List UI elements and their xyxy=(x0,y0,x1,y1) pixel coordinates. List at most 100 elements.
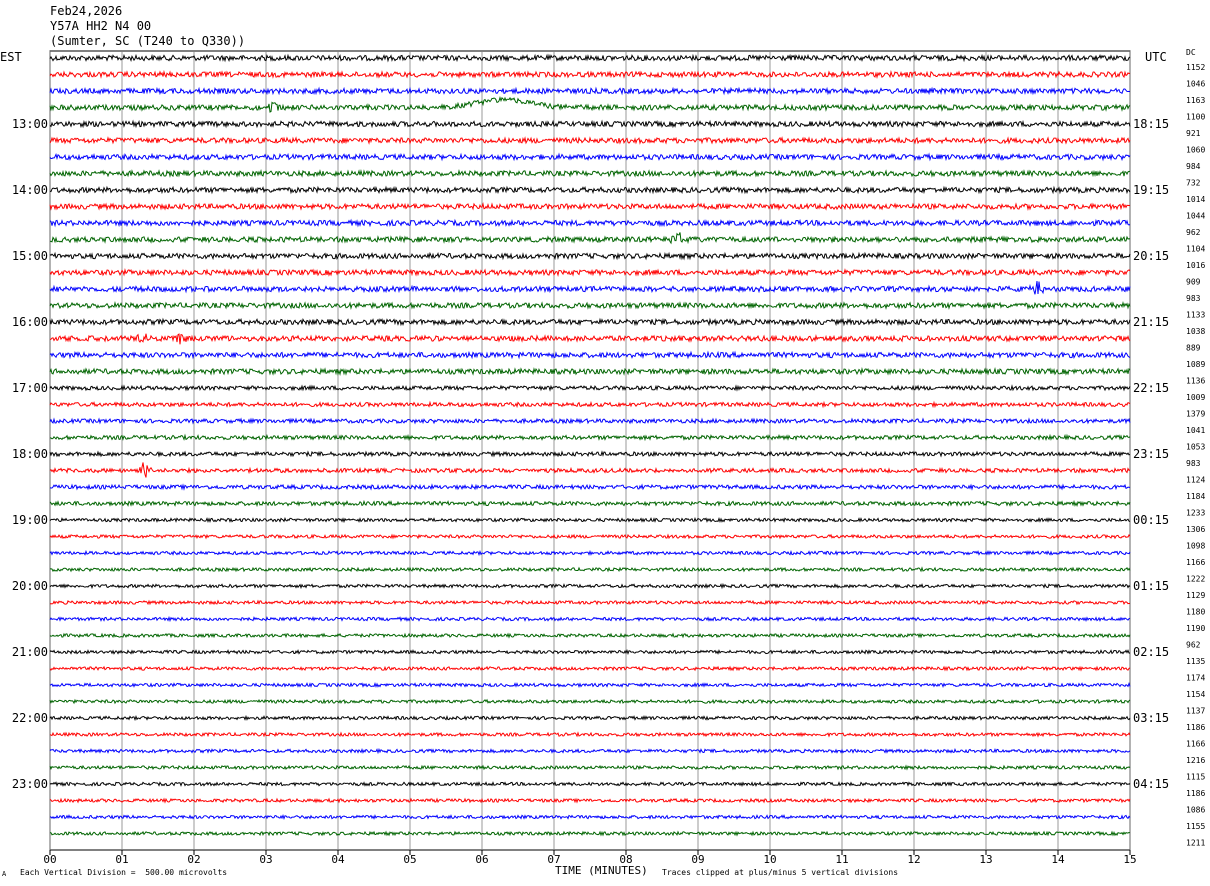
dc-offset-value: 983 xyxy=(1186,459,1201,468)
utc-timezone-label: UTC xyxy=(1145,50,1167,64)
dc-offset-value: 1186 xyxy=(1186,723,1205,732)
seismic-trace xyxy=(49,499,1131,508)
est-hour-label: 15:00 xyxy=(12,249,48,263)
est-hour-label: 23:00 xyxy=(12,777,48,791)
seismic-trace xyxy=(49,218,1131,228)
seismic-trace xyxy=(49,615,1131,623)
seismic-trace xyxy=(49,781,1131,788)
est-hour-label: 22:00 xyxy=(12,711,48,725)
dc-offset-value: 1174 xyxy=(1186,674,1205,683)
dc-offset-value: 1100 xyxy=(1186,113,1205,122)
seismic-trace xyxy=(49,384,1131,392)
seismic-trace xyxy=(49,169,1130,178)
est-hour-label: 16:00 xyxy=(12,315,48,329)
x-tick-label: 08 xyxy=(619,853,632,866)
dc-offset-value: 1190 xyxy=(1186,624,1205,633)
dc-offset-value: 1233 xyxy=(1186,509,1205,518)
est-hour-label: 13:00 xyxy=(12,117,48,131)
utc-hour-label: 20:15 xyxy=(1133,249,1169,263)
seismic-trace xyxy=(49,830,1131,837)
dc-offset-value: 1379 xyxy=(1186,410,1205,419)
x-tick-label: 09 xyxy=(691,853,704,866)
dc-offset-value: 1211 xyxy=(1186,839,1205,848)
seismic-trace xyxy=(49,747,1131,755)
seismic-trace xyxy=(49,483,1131,491)
seismic-trace xyxy=(49,764,1131,771)
dc-offset-value: 1166 xyxy=(1186,558,1205,567)
dc-offset-value: 1086 xyxy=(1186,806,1205,815)
x-axis-title: TIME (MINUTES) xyxy=(555,864,648,877)
est-hour-label: 20:00 xyxy=(12,579,48,593)
utc-hour-label: 22:15 xyxy=(1133,381,1169,395)
dc-offset-value: 983 xyxy=(1186,294,1201,303)
seismic-trace xyxy=(49,400,1131,409)
dc-offset-value: 1216 xyxy=(1186,756,1205,765)
dc-offset-value: 962 xyxy=(1186,641,1201,650)
x-tick-label: 15 xyxy=(1123,853,1136,866)
dc-offset-value: 1152 xyxy=(1186,63,1205,72)
seismic-trace xyxy=(49,797,1131,804)
seismic-trace xyxy=(49,599,1131,606)
utc-hour-label: 23:15 xyxy=(1133,447,1169,461)
dc-offset-value: 1306 xyxy=(1186,525,1205,534)
dc-offset-value: 984 xyxy=(1186,162,1201,171)
seismic-trace xyxy=(49,86,1131,96)
dc-offset-value: 1137 xyxy=(1186,707,1205,716)
x-tick-label: 04 xyxy=(331,853,345,866)
x-tick-label: 11 xyxy=(835,853,848,866)
seismic-trace xyxy=(49,681,1131,689)
seismic-trace xyxy=(49,267,1131,277)
dc-offset-value: 1222 xyxy=(1186,575,1205,584)
vertical-scale-note: Each Vertical Division = 500.00 microvol… xyxy=(20,868,228,877)
seismic-trace xyxy=(49,649,1131,656)
utc-hour-label: 04:15 xyxy=(1133,777,1169,791)
x-tick-label: 06 xyxy=(475,853,488,866)
dc-offset-value: 1124 xyxy=(1186,476,1205,485)
dc-offset-value: 1009 xyxy=(1186,393,1205,402)
seismic-trace xyxy=(49,53,1131,63)
dc-offset-value: 1184 xyxy=(1186,492,1205,501)
seismic-trace xyxy=(49,317,1131,327)
seismic-trace xyxy=(49,533,1131,540)
dc-offset-value: 1136 xyxy=(1186,377,1205,386)
seismic-trace xyxy=(49,301,1131,310)
dc-offset-value: 1089 xyxy=(1186,360,1205,369)
seismic-trace xyxy=(49,152,1131,162)
clip-note: Traces clipped at plus/minus 5 vertical … xyxy=(662,868,899,877)
seismic-trace xyxy=(49,549,1131,557)
dc-offset-value: 909 xyxy=(1186,278,1201,287)
seismic-trace xyxy=(49,333,1131,345)
station-location: (Sumter, SC (T240 to Q330)) xyxy=(50,34,246,48)
dc-offset-value: 889 xyxy=(1186,344,1201,353)
est-hour-label: 14:00 xyxy=(12,183,48,197)
seismic-trace xyxy=(49,632,1131,639)
dc-offset-value: 1180 xyxy=(1186,608,1205,617)
seismic-trace xyxy=(49,95,1131,113)
x-tick-label: 14 xyxy=(1051,853,1065,866)
seismic-trace xyxy=(49,69,1131,79)
est-timezone-label: EST xyxy=(0,50,22,64)
x-tick-label: 10 xyxy=(763,853,776,866)
seismic-trace xyxy=(49,450,1131,458)
dc-offset-value: 1163 xyxy=(1186,96,1205,105)
seismic-trace xyxy=(49,433,1131,442)
seismic-trace xyxy=(49,350,1131,360)
seismic-trace xyxy=(49,714,1131,722)
seismic-trace xyxy=(49,281,1131,295)
dc-offset-value: 1038 xyxy=(1186,327,1205,336)
seismic-trace xyxy=(49,814,1131,821)
seismic-trace xyxy=(49,185,1131,195)
seismic-trace xyxy=(49,417,1131,425)
seismic-trace xyxy=(49,698,1131,705)
dc-offset-value: 1166 xyxy=(1186,740,1205,749)
seismic-trace xyxy=(49,366,1131,377)
dc-offset-value: 1129 xyxy=(1186,591,1205,600)
est-hour-label: 19:00 xyxy=(12,513,48,527)
seismic-trace xyxy=(49,731,1131,738)
est-hour-label: 21:00 xyxy=(12,645,48,659)
est-hour-label: 18:00 xyxy=(12,447,48,461)
dc-offset-value: 962 xyxy=(1186,228,1201,237)
dc-offset-value: 1046 xyxy=(1186,80,1205,89)
dc-offset-value: 1053 xyxy=(1186,443,1205,452)
